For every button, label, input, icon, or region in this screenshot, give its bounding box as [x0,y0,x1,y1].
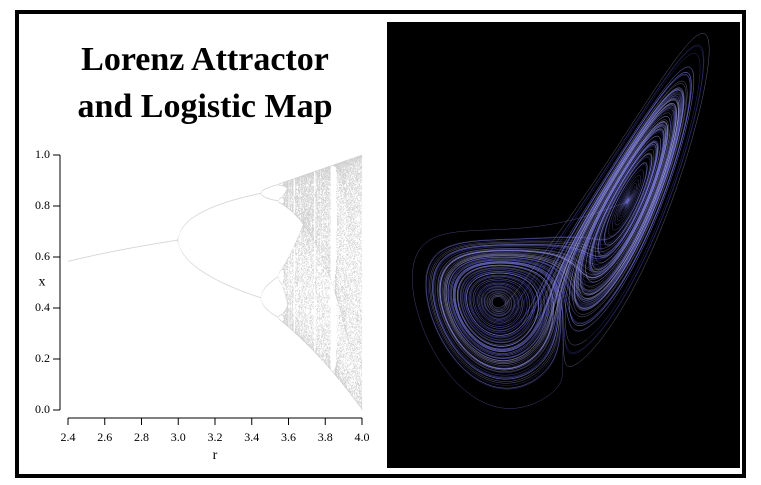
x-tick-label: 3.2 [208,430,223,444]
y-tick-label: 0.6 [35,249,50,263]
x-tick-label: 3.0 [171,430,186,444]
y-tick-label: 1.0 [35,147,50,161]
y-tick-label: 0.8 [35,198,50,212]
x-tick-label: 3.8 [318,430,333,444]
x-tick-label: 3.6 [281,430,296,444]
y-tick-label: 0.4 [35,300,50,314]
x-tick-label: 4.0 [355,430,370,444]
y-tick-label: 0.2 [35,351,50,365]
x-tick-label: 2.4 [61,430,76,444]
y-tick-label: 0.0 [35,402,50,416]
x-tick-label: 3.4 [244,430,259,444]
x-tick-label: 2.6 [97,430,112,444]
y-axis-label: x [39,275,46,290]
x-axis-label: r [213,448,218,463]
slide: Lorenz Attractor and Logistic Map 2.4 2.6… [0,0,761,485]
x-tick-label: 2.8 [134,430,149,444]
title-line: Lorenz Attractor [81,41,329,78]
title-line: and Logistic Map [77,88,332,125]
